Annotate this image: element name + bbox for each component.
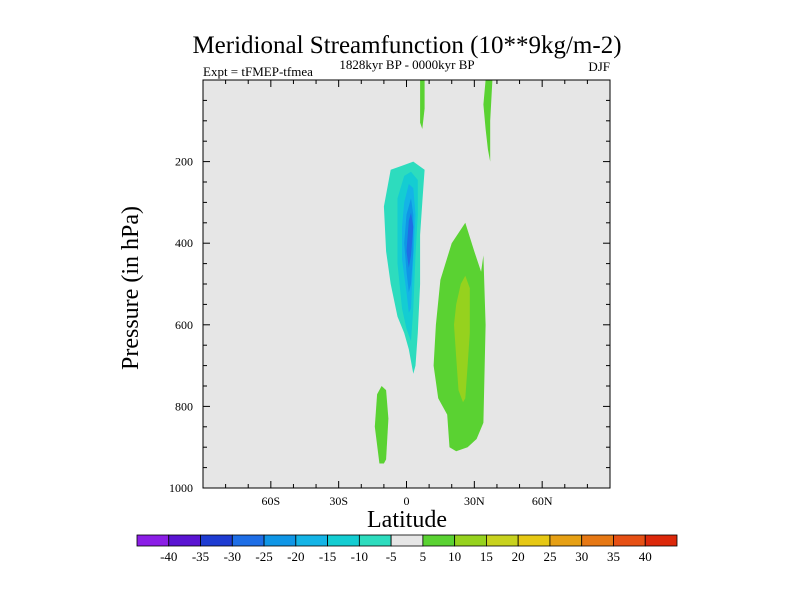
colorbar-label: -20 [287,549,304,564]
y-tick-label: 600 [175,318,193,332]
colorbar-box [295,534,328,547]
colorbar-label: 25 [543,549,556,564]
subtitle-right: DJF [588,59,610,74]
contour-region-sfc-pos-10 [454,275,470,403]
colorbar-label: -40 [160,549,177,564]
contour-regions [241,80,522,476]
colorbar-label: -15 [319,549,336,564]
colorbar-label: -5 [386,549,397,564]
chart-title: Meridional Streamfunction (10**9kg/m-2) [192,32,621,59]
colorbar-label: 30 [575,549,588,564]
subtitle-left: Expt = tFMEP-tfmea [203,64,313,79]
colorbar-box [613,534,646,547]
colorbar-box [231,534,265,547]
colorbar-box [581,534,614,547]
y-axis-label: Pressure (in hPa) [118,206,144,370]
contour-region-tropical-neg-30 [406,212,414,268]
x-tick-label: 30S [329,494,348,508]
colorbar-box [168,534,201,547]
colorbar-label: 15 [480,549,493,564]
x-axis-label: Latitude [367,507,447,533]
contour-region-upper-pos-2 [483,80,493,162]
colorbar-box [327,534,360,547]
colorbar-box [644,534,678,547]
colorbar-box [390,534,424,547]
x-tick-label: 0 [404,494,410,508]
colorbar-box [549,534,583,547]
contour-region-sfc-pos-left [374,386,389,464]
colorbar-box [200,534,233,547]
subtitle-center: 1828kyr BP - 0000kyr BP [339,57,474,72]
colorbar-box [136,534,170,547]
colorbar-label: -25 [255,549,272,564]
y-tick-label: 1000 [169,481,193,495]
x-tick-label: 60N [532,494,553,508]
colorbar-label: 20 [512,549,525,564]
y-tick-label: 400 [175,236,193,250]
colorbar-label: 35 [607,549,620,564]
colorbar-label: -10 [351,549,368,564]
colorbar-label: 10 [448,549,461,564]
x-tick-label: 60S [261,494,280,508]
colorbar-label: 5 [420,549,427,564]
colorbar-box [263,534,297,547]
colorbar-box [358,534,392,547]
colorbar-label: -35 [192,549,209,564]
axis-ticks: 60S 30S 0 30N 60N 200 400 600 800 1000 [169,79,611,508]
contour-region-upper-pos-1 [420,80,425,129]
colorbar-label: -30 [224,549,241,564]
colorbar-box [517,534,551,547]
contour-region-nh-neg-patch [503,194,522,427]
colorbar-label: 40 [639,549,652,564]
contour-region-sh-midlat-patch [241,284,246,362]
colorbar-box [486,534,519,547]
x-tick-label: 30N [464,494,485,508]
colorbar-box [454,534,487,547]
y-tick-label: 800 [175,399,193,413]
colorbar: -40 -35 -30 -25 -20 -15 -10 -5 5 10 15 20 25 30 35 40 [136,534,678,564]
y-tick-label: 200 [175,155,193,169]
colorbar-box [422,534,456,547]
